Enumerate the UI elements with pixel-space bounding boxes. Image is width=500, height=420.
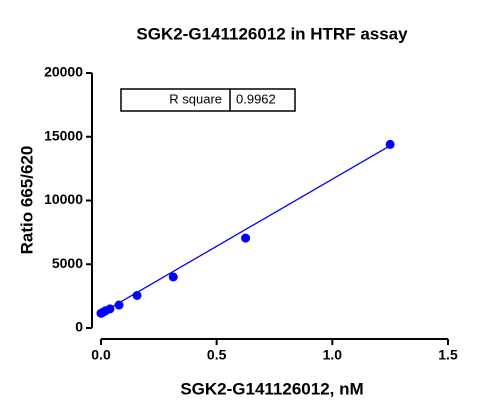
x-tick-label: 1.0	[323, 347, 343, 363]
chart-title: SGK2-G141126012 in HTRF assay	[136, 24, 408, 43]
x-tick-label: 0.0	[91, 347, 111, 363]
x-tick-label: 0.5	[207, 347, 227, 363]
y-tick-label: 5000	[52, 255, 83, 271]
data-point	[132, 290, 142, 300]
y-tick-label: 0	[75, 319, 83, 335]
fit-line	[100, 145, 391, 314]
inset-value: 0.9962	[236, 91, 276, 106]
data-point	[105, 304, 115, 314]
inset-table	[120, 88, 296, 112]
x-axis-title: SGK2-G141126012, nM	[180, 379, 363, 398]
y-tick-label: 15000	[44, 127, 83, 143]
data-point	[114, 300, 124, 310]
data-point	[168, 272, 178, 282]
y-axis-title: Ratio 665/620	[17, 146, 36, 255]
x-tick-label: 1.5	[438, 347, 458, 363]
data-point	[241, 233, 251, 243]
y-tick-label: 20000	[44, 64, 83, 80]
data-point	[385, 139, 395, 149]
inset-label: R square	[169, 91, 222, 106]
y-tick-label: 10000	[44, 191, 83, 207]
